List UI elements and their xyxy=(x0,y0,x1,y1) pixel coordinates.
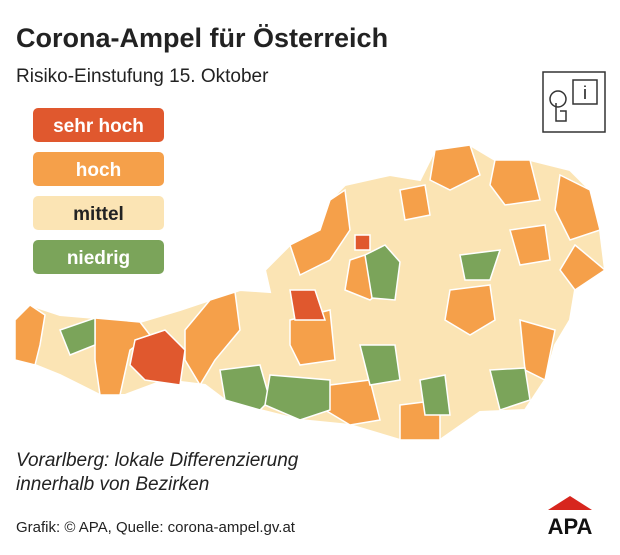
district xyxy=(429,144,481,191)
legend-swatch xyxy=(33,240,164,274)
logo: APA xyxy=(548,496,593,539)
district xyxy=(444,284,496,336)
district xyxy=(509,224,551,266)
icon-hand xyxy=(555,103,567,122)
district xyxy=(184,291,241,387)
legend-label: hoch xyxy=(76,160,121,181)
district xyxy=(364,244,401,301)
district xyxy=(519,318,556,382)
district xyxy=(219,364,271,411)
legend-swatch xyxy=(33,108,164,142)
title: Corona-Ampel für Österreich xyxy=(16,23,388,53)
map xyxy=(14,143,607,441)
legend-swatch xyxy=(33,152,164,186)
subtitle: Risiko-Einstufung 15. Oktober xyxy=(16,66,269,87)
district xyxy=(94,317,152,396)
district xyxy=(354,234,371,251)
district xyxy=(289,188,351,277)
district xyxy=(289,309,336,366)
logo-text: APA xyxy=(548,514,593,539)
district xyxy=(419,374,451,416)
district xyxy=(489,367,531,411)
legend: sehr hoch hoch mittel niedrig xyxy=(33,108,164,274)
legend-swatch xyxy=(33,196,164,230)
note-line: innerhalb von Bezirken xyxy=(16,474,209,495)
legend-label: sehr hoch xyxy=(53,116,144,137)
district xyxy=(129,329,186,386)
district xyxy=(399,184,431,221)
icon-circle xyxy=(549,90,567,108)
district xyxy=(554,173,601,241)
district xyxy=(359,344,401,386)
source: Grafik: © APA, Quelle: corona-ampel.gv.a… xyxy=(16,519,296,536)
info-icon: i xyxy=(542,71,606,133)
district xyxy=(459,249,502,281)
district xyxy=(289,289,327,321)
district xyxy=(59,316,96,356)
note-line: Vorarlberg: lokale Differenzierung xyxy=(16,450,299,471)
district xyxy=(264,374,331,421)
legend-label: niedrig xyxy=(67,248,130,269)
legend-label: mittel xyxy=(73,204,124,225)
district xyxy=(489,159,541,206)
icon-box xyxy=(572,79,598,105)
icon-letter: i xyxy=(583,83,587,103)
district xyxy=(14,304,46,366)
logo-roof xyxy=(548,496,592,510)
district xyxy=(559,243,607,292)
